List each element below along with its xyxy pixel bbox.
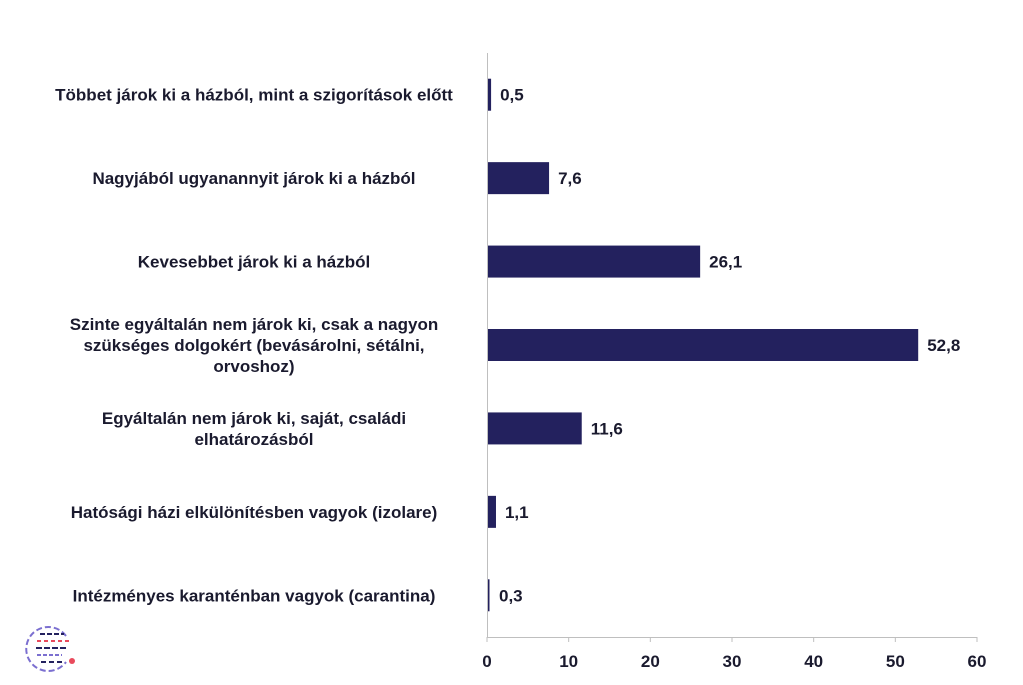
- category-label-5: Hatósági házi elkülönítésben vagyok (izo…: [71, 503, 438, 522]
- logo-mark: [25, 626, 75, 672]
- category-label-1: Nagyjából ugyanannyit járok ki a házból: [92, 169, 415, 188]
- x-tick-label-0: 0: [482, 652, 491, 671]
- value-label-0: 0,5: [500, 86, 524, 105]
- bar-5: [488, 495, 496, 528]
- bar-6: [488, 579, 490, 612]
- category-label-4: Egyáltalán nem járok ki, saját, családi e…: [102, 409, 406, 449]
- x-tick-label-2: 20: [641, 652, 660, 671]
- value-labels: 0,5 7,6 26,1 52,8 11,6 1,1 0,3: [499, 86, 960, 606]
- category-label-3: Szinte egyáltalán nem járok ki, csak a n…: [70, 315, 438, 376]
- value-label-5: 1,1: [505, 503, 529, 522]
- x-tick-label-6: 60: [968, 652, 987, 671]
- bar-2: [488, 245, 701, 278]
- value-label-6: 0,3: [499, 586, 523, 605]
- x-axis-ticks: 0 10 20 30 40 50 60: [482, 637, 986, 671]
- category-label-2: Kevesebbet járok ki a házból: [138, 253, 370, 272]
- bar-4: [488, 412, 582, 445]
- value-label-3: 52,8: [927, 336, 960, 355]
- x-tick-label-4: 40: [804, 652, 823, 671]
- value-label-4: 11,6: [591, 419, 623, 438]
- category-label-6: Intézményes karanténban vagyok (carantin…: [73, 586, 436, 605]
- bar-0: [488, 78, 492, 111]
- x-tick-label-3: 30: [723, 652, 742, 671]
- x-tick-label-5: 50: [886, 652, 905, 671]
- bar-3: [488, 329, 919, 361]
- bar-1: [488, 162, 550, 195]
- x-tick-label-1: 10: [559, 652, 578, 671]
- value-label-1: 7,6: [558, 169, 582, 188]
- category-label-0: Többet járok ki a házból, mint a szigorí…: [55, 86, 453, 105]
- value-label-2: 26,1: [709, 253, 742, 272]
- bars: [488, 78, 919, 612]
- category-labels: Többet járok ki a házból, mint a szigorí…: [55, 86, 453, 606]
